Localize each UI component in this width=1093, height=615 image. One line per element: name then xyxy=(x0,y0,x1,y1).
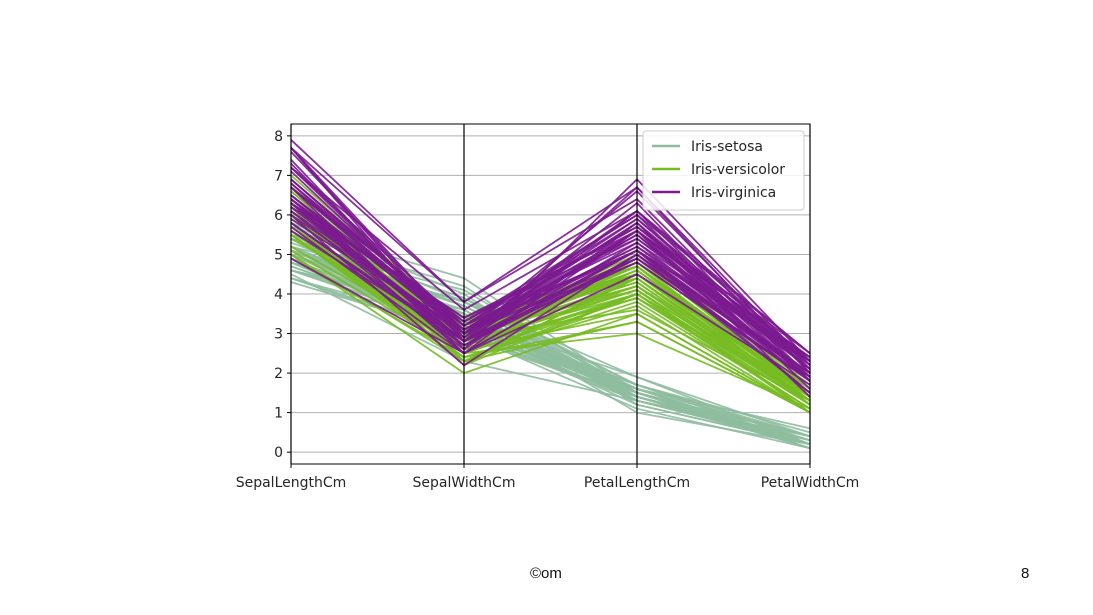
y-tick-label: 0 xyxy=(274,445,283,461)
series-line-iris-virginica xyxy=(290,206,811,362)
y-tick-label: 4 xyxy=(274,287,283,303)
series-lines-layer xyxy=(290,139,811,450)
series-line-iris-virginica xyxy=(290,186,811,355)
legend-label: Iris-versicolor xyxy=(691,162,785,178)
series-line-iris-virginica xyxy=(290,222,811,378)
y-tick-label: 7 xyxy=(274,168,283,184)
legend-label: Iris-virginica xyxy=(691,185,776,201)
page-number: 8 xyxy=(1021,565,1030,582)
y-tick-label: 2 xyxy=(274,366,283,382)
series-line-iris-virginica xyxy=(290,194,811,374)
x-tick-label: SepalLengthCm xyxy=(236,475,347,491)
series-line-iris-virginica xyxy=(290,257,811,386)
axes-layer: 0 1 2 3 4 5 6 7 8 SepalLengthCm SepalWidthCm PetalL… xyxy=(236,123,860,491)
series-line-iris-virginica xyxy=(290,147,811,374)
legend-label: Iris-setosa xyxy=(691,139,763,155)
series-line-iris-versicolor xyxy=(290,249,811,410)
series-line-iris-virginica xyxy=(290,214,811,394)
y-tick-label: 8 xyxy=(274,129,283,145)
series-line-iris-virginica xyxy=(290,166,811,354)
x-tick-label: PetalLengthCm xyxy=(584,475,690,491)
y-tick-label: 6 xyxy=(274,208,283,224)
legend-box xyxy=(642,130,805,211)
legend: Iris-setosa Iris-versicolor Iris-virginica xyxy=(642,130,805,211)
footer-copyright: ©om xyxy=(530,565,562,582)
x-tick-label: PetalWidthCm xyxy=(761,475,860,491)
x-tick-label: SepalWidthCm xyxy=(413,475,516,491)
series-line-iris-versicolor xyxy=(290,253,811,414)
series-line-iris-virginica xyxy=(290,186,811,359)
series-line-iris-versicolor xyxy=(290,233,811,414)
series-line-iris-virginica xyxy=(290,198,811,366)
y-tick-label: 5 xyxy=(274,247,283,263)
series-line-iris-versicolor xyxy=(290,233,811,402)
series-line-iris-virginica xyxy=(290,218,811,382)
y-tick-label: 1 xyxy=(274,406,283,422)
y-tick-label: 3 xyxy=(274,327,283,343)
series-line-iris-virginica xyxy=(290,147,811,366)
